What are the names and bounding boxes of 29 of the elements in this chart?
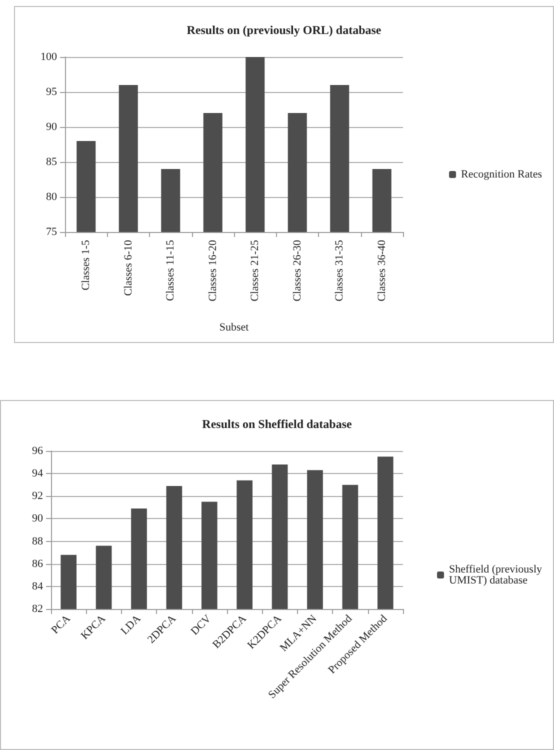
x-tick-label: PCA bbox=[49, 612, 73, 636]
x-tick-label: LDA bbox=[118, 612, 144, 638]
x-tick-label: Classes 36-40 bbox=[376, 240, 388, 302]
y-tick-label: 92 bbox=[32, 490, 43, 502]
y-tick-label: 82 bbox=[32, 603, 43, 615]
y-tick-label: 85 bbox=[46, 156, 58, 168]
chart-title: Results on Sheffield database bbox=[202, 417, 353, 431]
y-tick-label: 100 bbox=[40, 51, 58, 63]
y-tick-label: 75 bbox=[46, 226, 58, 238]
chart-title: Results on (previously ORL) database bbox=[186, 23, 382, 37]
x-tick-label: Classes 6-10 bbox=[122, 240, 134, 296]
y-tick-label: 94 bbox=[32, 468, 44, 480]
y-tick-label: 95 bbox=[46, 86, 58, 98]
y-tick-label: 96 bbox=[32, 445, 44, 457]
y-tick-label: 86 bbox=[32, 558, 44, 570]
y-tick-label: 90 bbox=[46, 121, 58, 133]
legend-label: Sheffield (previously UMIST) database bbox=[449, 564, 542, 586]
y-tick-label: 90 bbox=[32, 512, 44, 525]
x-tick-label: Classes 21-25 bbox=[249, 240, 262, 302]
x-tick-label: Classes 16-20 bbox=[206, 240, 219, 302]
y-tick-label: 88 bbox=[32, 535, 44, 548]
x-tick-label: Classes 11-15 bbox=[164, 240, 177, 302]
legend-label: Recognition Rates bbox=[461, 168, 542, 180]
x-tick-label: Classes 1-5 bbox=[80, 240, 92, 290]
x-tick-label: Classes 26-30 bbox=[291, 240, 304, 302]
y-tick-label: 84 bbox=[32, 580, 44, 592]
x-tick-label: Classes 31-35 bbox=[334, 240, 346, 302]
y-tick-label: 80 bbox=[46, 191, 58, 203]
x-axis-title: Subset bbox=[219, 322, 249, 334]
